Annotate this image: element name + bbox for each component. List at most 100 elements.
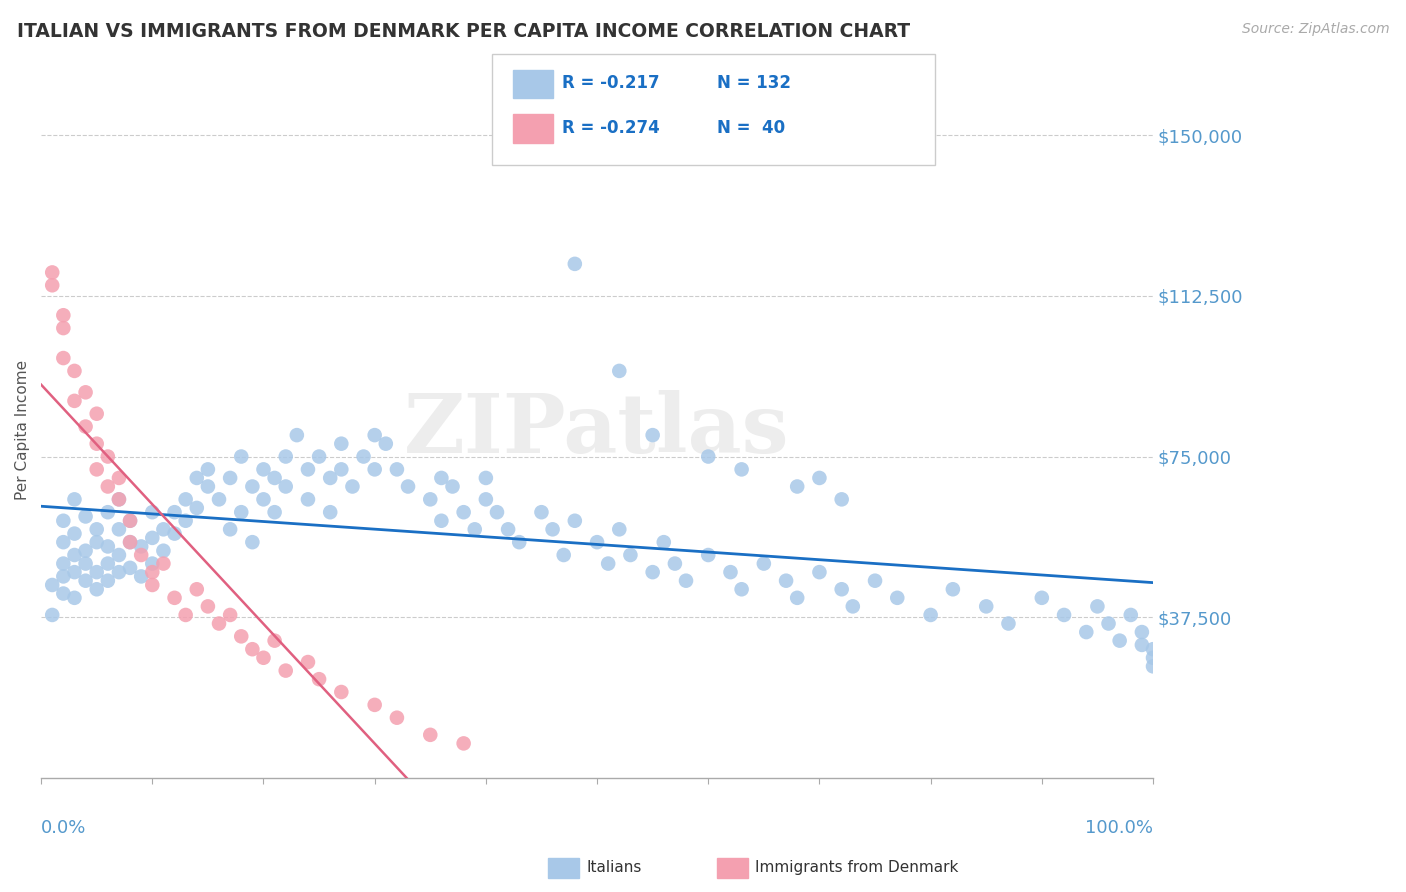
Point bbox=[52, 514, 75, 528]
Point bbox=[263, 633, 285, 648]
Point bbox=[63, 526, 86, 541]
Point bbox=[786, 479, 808, 493]
Point bbox=[163, 591, 186, 605]
Point bbox=[240, 642, 263, 657]
Point bbox=[786, 591, 808, 605]
Point bbox=[564, 514, 586, 528]
Point bbox=[129, 540, 152, 554]
Point bbox=[129, 569, 152, 583]
Point bbox=[197, 479, 219, 493]
Point bbox=[263, 505, 285, 519]
Point bbox=[108, 522, 131, 536]
Text: 100.0%: 100.0% bbox=[1085, 820, 1153, 838]
Point bbox=[475, 471, 498, 485]
Point bbox=[1142, 659, 1164, 673]
Point bbox=[86, 462, 108, 476]
Point bbox=[385, 462, 408, 476]
Point bbox=[886, 591, 908, 605]
Point bbox=[141, 531, 163, 545]
Y-axis label: Per Capita Income: Per Capita Income bbox=[15, 359, 30, 500]
Point bbox=[607, 364, 630, 378]
Point bbox=[297, 655, 319, 669]
Point bbox=[974, 599, 997, 614]
Point bbox=[141, 557, 163, 571]
Point bbox=[363, 698, 385, 712]
Point bbox=[619, 548, 641, 562]
Text: Italians: Italians bbox=[586, 860, 641, 874]
Point bbox=[174, 492, 197, 507]
Point bbox=[141, 578, 163, 592]
Point bbox=[129, 548, 152, 562]
Point bbox=[75, 574, 97, 588]
Text: R = -0.217: R = -0.217 bbox=[562, 74, 659, 92]
Point bbox=[530, 505, 553, 519]
Point bbox=[831, 492, 853, 507]
Point bbox=[997, 616, 1019, 631]
Point bbox=[97, 574, 120, 588]
Point bbox=[675, 574, 697, 588]
Point bbox=[63, 393, 86, 408]
Point bbox=[553, 548, 575, 562]
Point bbox=[108, 492, 131, 507]
Point bbox=[697, 548, 720, 562]
Point bbox=[152, 557, 174, 571]
Point bbox=[174, 607, 197, 622]
Point bbox=[1142, 650, 1164, 665]
Point bbox=[197, 462, 219, 476]
Point bbox=[1108, 633, 1130, 648]
Point bbox=[319, 471, 342, 485]
Point bbox=[419, 492, 441, 507]
Point bbox=[485, 505, 508, 519]
Point bbox=[97, 557, 120, 571]
Point bbox=[363, 428, 385, 442]
Point bbox=[598, 557, 620, 571]
Point bbox=[63, 591, 86, 605]
Point bbox=[41, 607, 63, 622]
Point bbox=[808, 471, 831, 485]
Point bbox=[641, 428, 664, 442]
Point bbox=[163, 505, 186, 519]
Text: R = -0.274: R = -0.274 bbox=[562, 119, 661, 136]
Point bbox=[86, 582, 108, 597]
Point bbox=[197, 599, 219, 614]
Point bbox=[1119, 607, 1142, 622]
Point bbox=[108, 565, 131, 579]
Point bbox=[1097, 616, 1119, 631]
Point bbox=[63, 548, 86, 562]
Point bbox=[231, 450, 253, 464]
Point bbox=[330, 462, 353, 476]
Point bbox=[330, 685, 353, 699]
Point bbox=[240, 479, 263, 493]
Point bbox=[108, 471, 131, 485]
Point bbox=[475, 492, 498, 507]
Point bbox=[808, 565, 831, 579]
Text: ZIPatlas: ZIPatlas bbox=[405, 390, 790, 470]
Point bbox=[863, 574, 886, 588]
Point bbox=[730, 462, 752, 476]
Point bbox=[186, 582, 208, 597]
Point bbox=[730, 582, 752, 597]
Point bbox=[842, 599, 865, 614]
Point bbox=[496, 522, 519, 536]
Point bbox=[86, 535, 108, 549]
Point bbox=[464, 522, 486, 536]
Point bbox=[174, 514, 197, 528]
Point bbox=[285, 428, 308, 442]
Point bbox=[1087, 599, 1109, 614]
Point bbox=[120, 561, 142, 575]
Point bbox=[86, 407, 108, 421]
Point bbox=[208, 616, 231, 631]
Point bbox=[374, 436, 396, 450]
Text: ITALIAN VS IMMIGRANTS FROM DENMARK PER CAPITA INCOME CORRELATION CHART: ITALIAN VS IMMIGRANTS FROM DENMARK PER C… bbox=[17, 22, 910, 41]
Point bbox=[430, 471, 453, 485]
Point bbox=[86, 436, 108, 450]
Text: N =  40: N = 40 bbox=[717, 119, 785, 136]
Point bbox=[108, 548, 131, 562]
Point bbox=[396, 479, 419, 493]
Point bbox=[363, 462, 385, 476]
Point bbox=[120, 535, 142, 549]
Point bbox=[52, 351, 75, 365]
Point bbox=[641, 565, 664, 579]
Point bbox=[120, 514, 142, 528]
Point bbox=[75, 509, 97, 524]
